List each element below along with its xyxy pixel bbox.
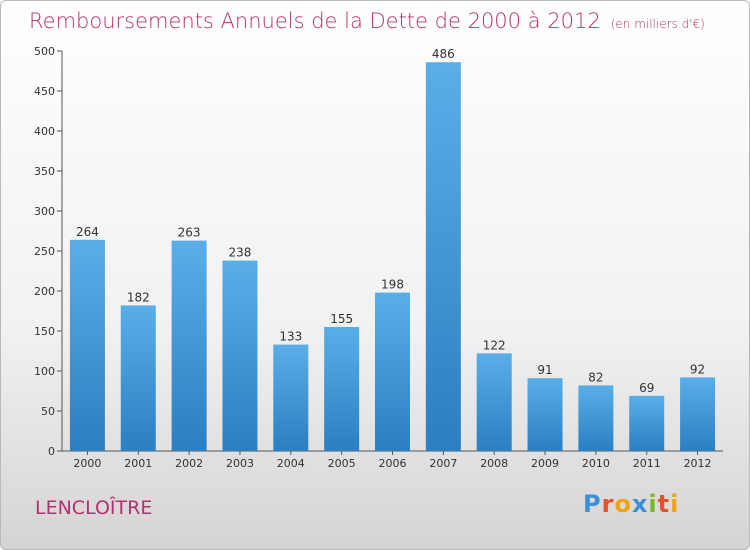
bar-value-label: 69 bbox=[639, 381, 654, 395]
y-tick-label: 0 bbox=[48, 445, 55, 458]
x-tick-label: 2003 bbox=[226, 457, 254, 470]
x-tick-label: 2005 bbox=[328, 457, 356, 470]
y-tick-label: 300 bbox=[34, 205, 55, 218]
logo-letter: r bbox=[601, 490, 615, 518]
x-tick-label: 2009 bbox=[531, 457, 559, 470]
chart-title: Remboursements Annuels de la Dette de 20… bbox=[29, 9, 705, 33]
bar-value-label: 486 bbox=[432, 47, 455, 61]
bar-value-label: 122 bbox=[483, 338, 506, 352]
y-tick-label: 250 bbox=[34, 245, 55, 258]
bar-value-label: 238 bbox=[229, 246, 252, 260]
bar-value-label: 263 bbox=[178, 226, 201, 240]
logo-letter: t bbox=[657, 490, 671, 518]
bar bbox=[375, 292, 410, 451]
logo-letter: x bbox=[631, 490, 649, 518]
x-tick-label: 2000 bbox=[73, 457, 101, 470]
y-tick-label: 500 bbox=[34, 45, 55, 58]
title-unit: (en milliers d'€) bbox=[610, 17, 705, 31]
bar bbox=[222, 260, 258, 451]
x-tick-label: 2011 bbox=[633, 457, 661, 470]
title-text: Remboursements Annuels de la Dette de 20… bbox=[29, 9, 601, 33]
y-tick-label: 400 bbox=[34, 125, 55, 138]
x-tick-label: 2001 bbox=[124, 457, 152, 470]
bar bbox=[680, 377, 716, 451]
y-tick-label: 450 bbox=[34, 85, 55, 98]
bar bbox=[425, 62, 461, 451]
bar-value-label: 182 bbox=[127, 290, 150, 304]
bar bbox=[629, 395, 665, 451]
bar-value-label: 82 bbox=[588, 370, 603, 384]
bars: 264 182 263 238 133 155 198 486 122 91 82 69 92 bbox=[69, 47, 716, 451]
bar-value-label: 155 bbox=[330, 312, 353, 326]
y-tick-label: 100 bbox=[34, 365, 55, 378]
x-tick-label: 2004 bbox=[277, 457, 305, 470]
x-tick-label: 2012 bbox=[684, 457, 712, 470]
x-tick-label: 2008 bbox=[480, 457, 508, 470]
logo-letter: P bbox=[583, 490, 602, 518]
y-tick-label: 150 bbox=[34, 325, 55, 338]
bar bbox=[171, 240, 207, 451]
bar bbox=[527, 378, 563, 451]
bar-value-label: 198 bbox=[381, 278, 404, 292]
bar bbox=[120, 305, 156, 451]
bar-value-label: 133 bbox=[279, 330, 302, 344]
proxiti-logo: Proxiti bbox=[583, 490, 679, 518]
y-tick-label: 200 bbox=[34, 285, 55, 298]
y-tick-label: 350 bbox=[34, 165, 55, 178]
x-tick-label: 2002 bbox=[175, 457, 203, 470]
bar bbox=[476, 353, 512, 451]
logo-letter: i bbox=[648, 490, 658, 518]
y-tick-label: 50 bbox=[41, 405, 55, 418]
bar bbox=[69, 239, 105, 451]
x-tick-label: 2006 bbox=[379, 457, 407, 470]
bar bbox=[578, 385, 614, 451]
logo-letter: i bbox=[670, 490, 680, 518]
x-tick-label: 2010 bbox=[582, 457, 610, 470]
axes: 0 50 100 150 200 250 300 350 400 450 500 2000 2001 20… bbox=[34, 45, 723, 470]
x-tick-label: 2007 bbox=[429, 457, 457, 470]
logo-letter: o bbox=[614, 490, 632, 518]
bar-value-label: 264 bbox=[76, 225, 99, 239]
bar bbox=[273, 344, 309, 451]
bar-value-label: 91 bbox=[537, 363, 552, 377]
town-name: LENCLOÎTRE bbox=[35, 497, 153, 519]
bar bbox=[324, 327, 360, 451]
bar-value-label: 92 bbox=[690, 362, 705, 376]
